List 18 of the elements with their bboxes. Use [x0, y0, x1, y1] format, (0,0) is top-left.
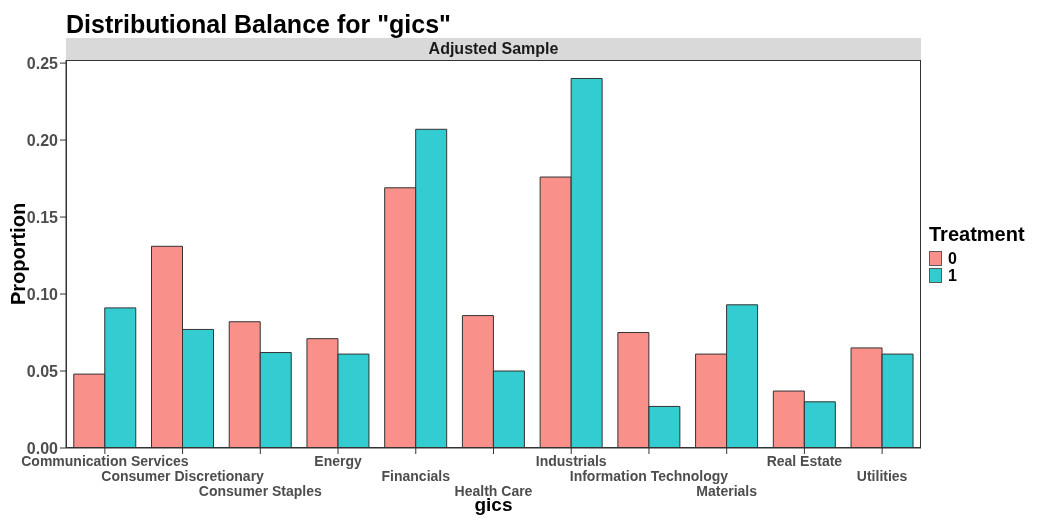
- y-tick-label: 0.25: [26, 54, 59, 72]
- x-tick-label: Energy: [314, 453, 362, 469]
- x-tick-label: Materials: [696, 483, 758, 499]
- x-tick-label: Real Estate: [766, 453, 843, 469]
- chart-subtitle: Adjusted Sample: [66, 38, 921, 60]
- x-tick-label: Health Care: [454, 483, 533, 499]
- y-tick-label: 0.20: [26, 131, 59, 149]
- chart-title: Distributional Balance for "gics": [66, 10, 451, 39]
- x-tick-label: Financials: [381, 468, 451, 484]
- x-tick-label: Utilities: [856, 468, 908, 484]
- x-tick-label: Industrials: [535, 453, 607, 469]
- x-tick-label: Consumer Staples: [198, 483, 322, 499]
- x-tick-label: Information Technology: [569, 468, 729, 484]
- legend-label: 0: [948, 249, 957, 268]
- y-tick-label: 0.05: [26, 362, 59, 380]
- x-tick-label: Consumer Discretionary: [101, 468, 265, 484]
- legend-title: Treatment: [929, 223, 1025, 246]
- legend-label: 1: [948, 266, 957, 285]
